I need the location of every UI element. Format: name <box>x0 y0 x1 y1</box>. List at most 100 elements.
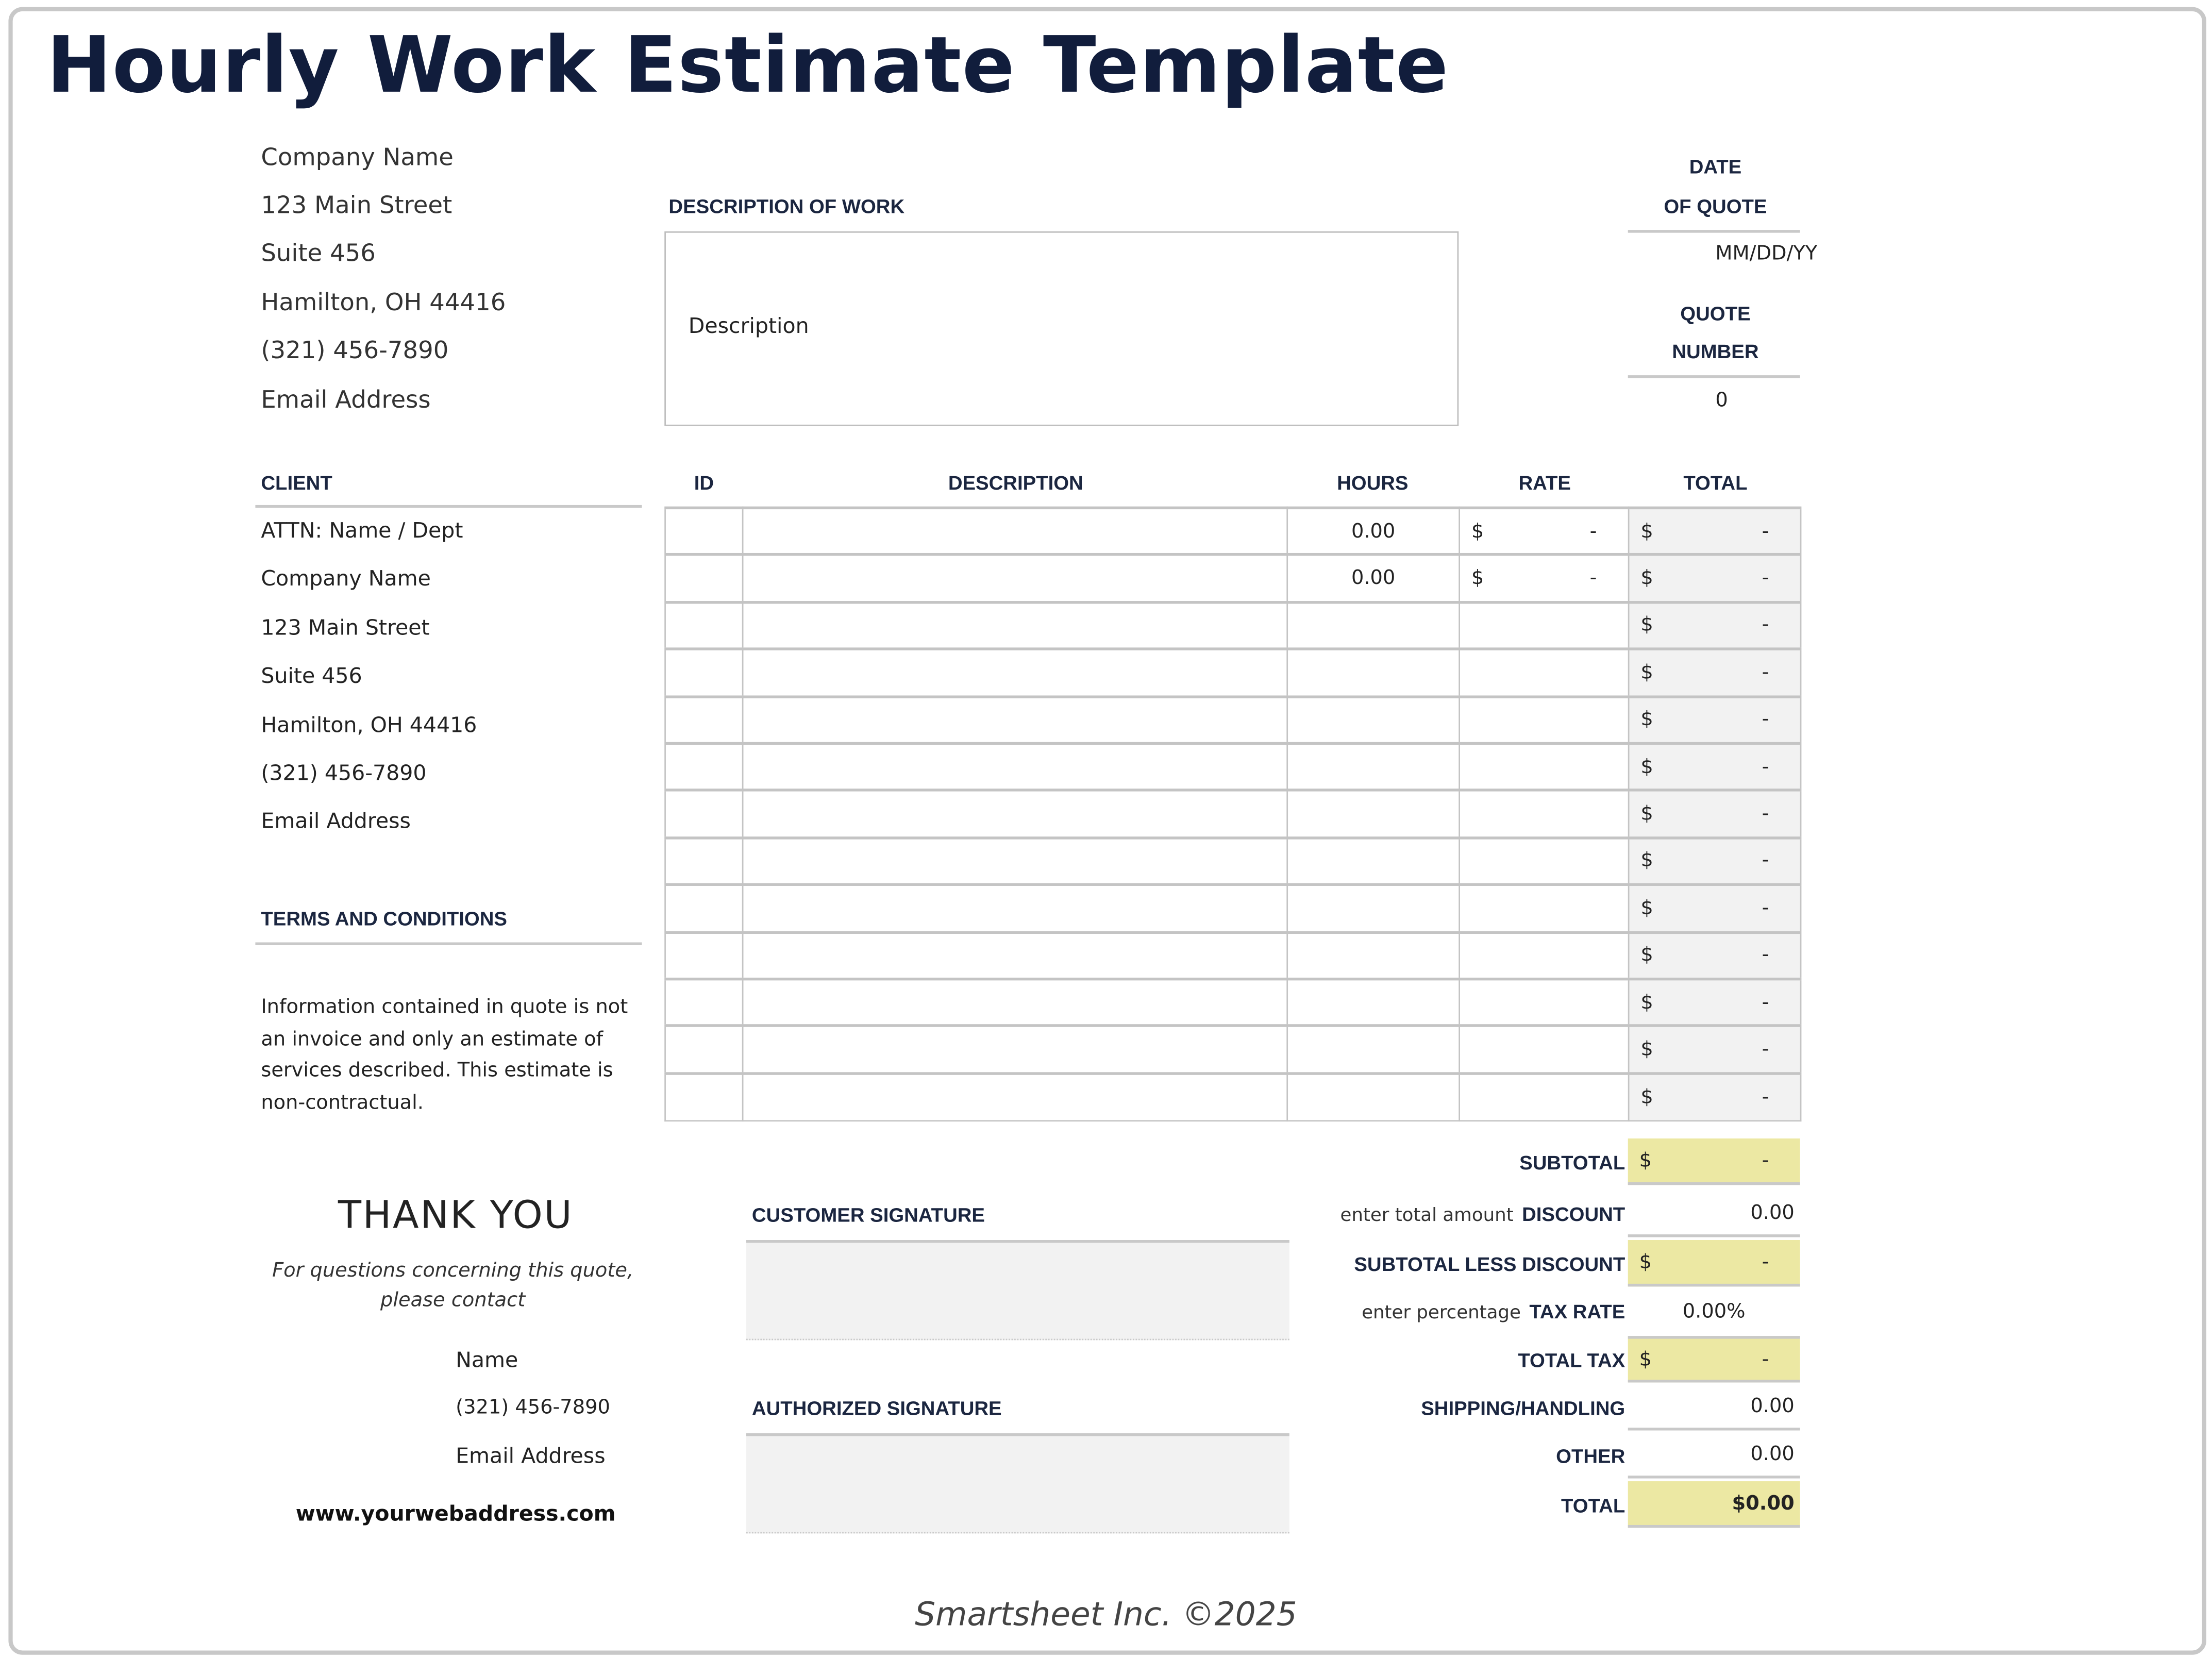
cell-id[interactable] <box>664 1025 744 1074</box>
description-of-work-value[interactable]: Description <box>688 313 809 339</box>
cell-description[interactable] <box>742 1072 1288 1121</box>
cell-rate[interactable] <box>1459 695 1630 744</box>
cell-description[interactable] <box>742 695 1288 744</box>
contact-phone[interactable]: (321) 456-7890 <box>456 1396 610 1419</box>
cell-description[interactable] <box>742 742 1288 792</box>
company-email[interactable]: Email Address <box>261 386 431 415</box>
cell-description[interactable] <box>742 601 1288 650</box>
cell-id[interactable] <box>664 601 744 650</box>
cell-hours[interactable] <box>1286 601 1461 650</box>
cell-hours[interactable] <box>1286 695 1461 744</box>
currency-symbol: $ <box>1471 567 1484 590</box>
cell-hours[interactable] <box>1286 884 1461 933</box>
cell-id[interactable] <box>664 554 744 603</box>
cell-description[interactable] <box>742 836 1288 885</box>
contact-note: For questions concerning this quote, <box>272 1260 634 1283</box>
cell-rate[interactable] <box>1459 1072 1630 1121</box>
cell-id[interactable] <box>664 695 744 744</box>
contact-note: please contact <box>380 1289 526 1312</box>
cell-rate[interactable] <box>1459 931 1630 980</box>
cell-hours[interactable] <box>1286 978 1461 1027</box>
rate-value: - <box>1589 567 1597 590</box>
cell-rate[interactable] <box>1459 836 1630 885</box>
company-suite[interactable]: Suite 456 <box>261 240 376 269</box>
cell-id[interactable] <box>664 648 744 697</box>
cell-hours[interactable]: 0.00 <box>1286 507 1461 556</box>
cell-description[interactable] <box>742 884 1288 933</box>
company-phone[interactable]: (321) 456-7890 <box>261 337 449 365</box>
client-city[interactable]: Hamilton, OH 44416 <box>261 712 477 738</box>
cell-description[interactable] <box>742 1025 1288 1074</box>
cell-description[interactable] <box>742 554 1288 603</box>
contact-email[interactable]: Email Address <box>456 1443 606 1469</box>
cell-id[interactable] <box>664 742 744 792</box>
cell-rate[interactable] <box>1459 978 1630 1027</box>
discount-label: enter total amount DISCOUNT <box>1340 1202 1625 1227</box>
website-link[interactable]: www.yourwebaddress.com <box>295 1501 616 1527</box>
total-value: - <box>1762 944 1769 967</box>
client-suite[interactable]: Suite 456 <box>261 663 362 689</box>
total-value: - <box>1762 802 1769 826</box>
cell-description[interactable] <box>742 978 1288 1027</box>
cell-rate[interactable] <box>1459 601 1630 650</box>
cell-rate[interactable] <box>1459 884 1630 933</box>
currency-symbol: $ <box>1640 756 1653 778</box>
cell-hours[interactable]: 0.00 <box>1286 554 1461 603</box>
cell-id[interactable] <box>664 836 744 885</box>
cell-rate[interactable] <box>1459 790 1630 839</box>
cell-rate[interactable]: $ - <box>1459 507 1630 556</box>
cell-hours[interactable] <box>1286 742 1461 792</box>
divider <box>1628 230 1800 233</box>
client-street[interactable]: 123 Main Street <box>261 615 430 641</box>
cell-rate[interactable] <box>1459 742 1630 792</box>
cell-hours[interactable] <box>1286 1025 1461 1074</box>
cell-id[interactable] <box>664 978 744 1027</box>
divider <box>255 942 642 945</box>
client-email[interactable]: Email Address <box>261 808 411 834</box>
cell-description[interactable] <box>742 790 1288 839</box>
cell-id[interactable] <box>664 884 744 933</box>
cell-total: $ - <box>1628 931 1802 980</box>
table-row: $ - <box>664 931 1802 980</box>
cell-rate[interactable]: $ - <box>1459 554 1630 603</box>
tax-rate-input[interactable]: 0.00% <box>1628 1288 1800 1334</box>
company-city[interactable]: Hamilton, OH 44416 <box>261 289 506 317</box>
quote-number-value[interactable]: 0 <box>1715 389 1728 412</box>
cell-id[interactable] <box>664 507 744 556</box>
cell-id[interactable] <box>664 931 744 980</box>
table-row: 0.00 $ - $ - <box>664 507 1802 556</box>
divider <box>255 505 642 508</box>
company-name[interactable]: Company Name <box>261 144 454 172</box>
cell-description[interactable] <box>742 648 1288 697</box>
discount-input[interactable]: 0.00 <box>1628 1191 1800 1237</box>
client-phone[interactable]: (321) 456-7890 <box>261 760 427 786</box>
customer-signature-field[interactable] <box>746 1240 1289 1341</box>
cell-hours[interactable] <box>1286 790 1461 839</box>
cell-id[interactable] <box>664 790 744 839</box>
company-street[interactable]: 123 Main Street <box>261 192 453 221</box>
cell-hours[interactable] <box>1286 931 1461 980</box>
date-value[interactable]: MM/DD/YY <box>1715 242 1818 265</box>
cell-hours[interactable] <box>1286 648 1461 697</box>
cell-rate[interactable] <box>1459 648 1630 697</box>
total-value: - <box>1762 614 1769 637</box>
shipping-input[interactable]: 0.00 <box>1628 1384 1800 1431</box>
currency-symbol: $ <box>1640 897 1653 920</box>
cell-hours[interactable] <box>1286 836 1461 885</box>
other-input[interactable]: 0.00 <box>1628 1432 1800 1479</box>
client-company[interactable]: Company Name <box>261 565 431 591</box>
client-attn[interactable]: ATTN: Name / Dept <box>261 517 463 543</box>
authorized-signature-field[interactable] <box>746 1433 1289 1534</box>
cell-total: $ - <box>1628 790 1802 839</box>
description-of-work-field[interactable] <box>664 231 1459 426</box>
contact-name[interactable]: Name <box>456 1347 518 1373</box>
cell-rate[interactable] <box>1459 1025 1630 1074</box>
currency-symbol: $ <box>1640 614 1653 637</box>
cell-hours[interactable] <box>1286 1072 1461 1121</box>
cell-description[interactable] <box>742 507 1288 556</box>
table-row: $ - <box>664 790 1802 839</box>
terms-line: services described. This estimate is <box>261 1059 613 1082</box>
cell-id[interactable] <box>664 1072 744 1121</box>
cell-description[interactable] <box>742 931 1288 980</box>
discount-value: 0.00 <box>1750 1201 1795 1224</box>
